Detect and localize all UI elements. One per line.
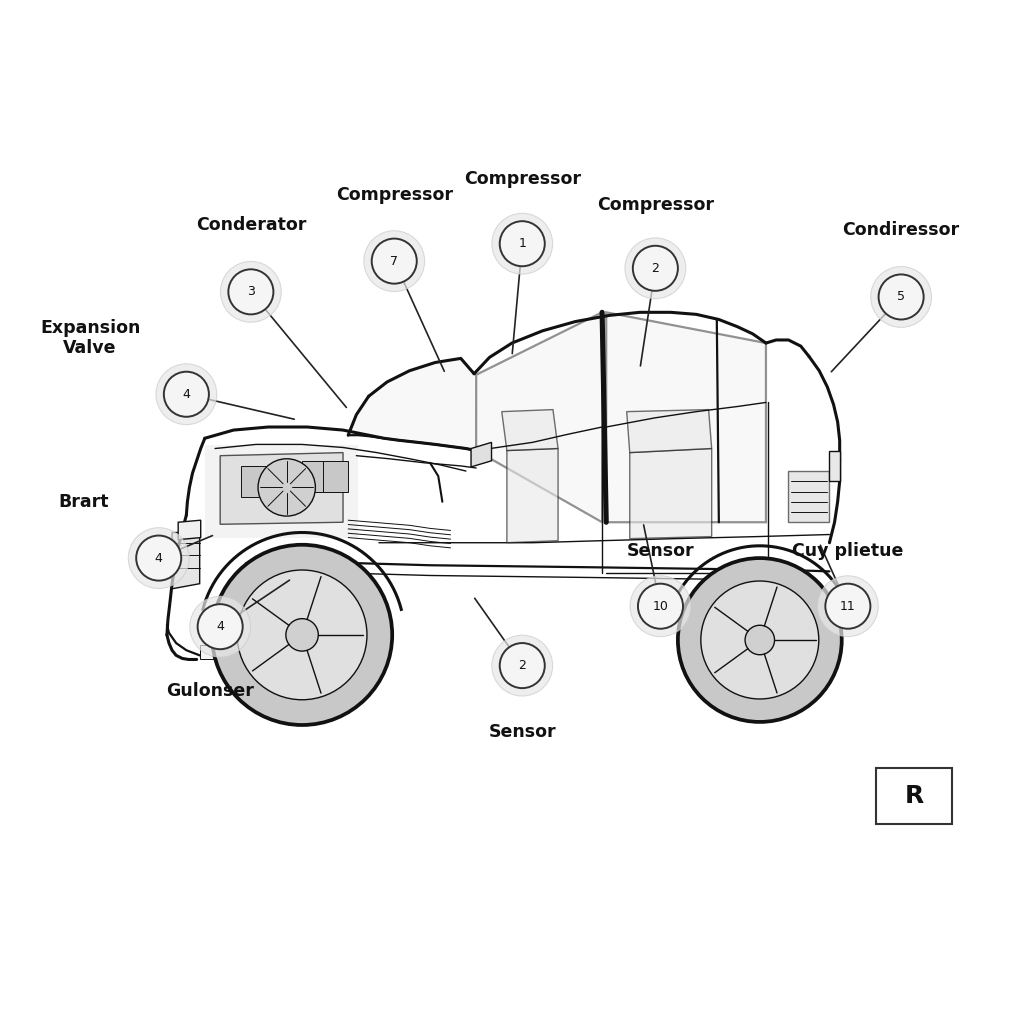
Circle shape: [817, 575, 879, 637]
Bar: [876, 768, 952, 824]
Circle shape: [136, 536, 181, 581]
Text: 5: 5: [897, 291, 905, 303]
Text: Sensor: Sensor: [488, 723, 556, 741]
Text: R: R: [904, 784, 924, 808]
Circle shape: [633, 246, 678, 291]
Polygon shape: [476, 312, 602, 522]
Polygon shape: [829, 451, 840, 481]
Circle shape: [203, 610, 223, 631]
Text: 3: 3: [247, 286, 255, 298]
Text: 2: 2: [518, 659, 526, 672]
Text: 4: 4: [155, 552, 163, 564]
Text: 1: 1: [518, 238, 526, 250]
Polygon shape: [471, 442, 492, 467]
Circle shape: [870, 266, 932, 328]
Circle shape: [220, 261, 282, 323]
Circle shape: [625, 238, 686, 299]
Circle shape: [500, 221, 545, 266]
Circle shape: [364, 230, 425, 292]
Polygon shape: [627, 410, 712, 453]
Circle shape: [212, 545, 392, 725]
Circle shape: [372, 239, 417, 284]
Text: Compressor: Compressor: [464, 170, 581, 188]
Text: Cuy plietue: Cuy plietue: [793, 542, 903, 560]
Circle shape: [500, 643, 545, 688]
Text: 4: 4: [182, 388, 190, 400]
Circle shape: [286, 618, 318, 651]
Polygon shape: [241, 466, 266, 497]
Text: Expansion
Valve: Expansion Valve: [40, 318, 140, 357]
Text: Brart: Brart: [58, 493, 110, 511]
Text: 2: 2: [651, 262, 659, 274]
Text: 10: 10: [652, 600, 669, 612]
Text: Conderator: Conderator: [196, 216, 306, 234]
Polygon shape: [606, 312, 766, 522]
Text: 7: 7: [390, 255, 398, 267]
Circle shape: [492, 213, 553, 274]
Polygon shape: [220, 453, 343, 524]
Polygon shape: [348, 358, 476, 451]
Text: Compressor: Compressor: [597, 196, 714, 214]
Text: 4: 4: [216, 621, 224, 633]
Circle shape: [228, 269, 273, 314]
Text: Condiressor: Condiressor: [843, 221, 959, 240]
Polygon shape: [172, 532, 200, 589]
Circle shape: [825, 584, 870, 629]
Polygon shape: [507, 449, 558, 543]
Text: Compressor: Compressor: [336, 185, 453, 204]
Circle shape: [238, 570, 367, 699]
Circle shape: [700, 581, 819, 699]
Polygon shape: [323, 461, 348, 492]
Circle shape: [638, 584, 683, 629]
Circle shape: [745, 626, 774, 654]
Circle shape: [164, 372, 209, 417]
Circle shape: [630, 575, 691, 637]
Polygon shape: [271, 463, 297, 494]
Circle shape: [156, 364, 217, 425]
Circle shape: [492, 635, 553, 696]
Polygon shape: [630, 449, 712, 539]
Text: 11: 11: [840, 600, 856, 612]
Text: Sensor: Sensor: [627, 542, 694, 560]
Circle shape: [678, 558, 842, 722]
Circle shape: [128, 527, 189, 589]
Circle shape: [258, 459, 315, 516]
Polygon shape: [302, 461, 328, 492]
Circle shape: [879, 274, 924, 319]
Polygon shape: [200, 645, 254, 659]
Polygon shape: [788, 471, 829, 522]
Circle shape: [198, 604, 243, 649]
Polygon shape: [502, 410, 558, 451]
Circle shape: [189, 596, 251, 657]
Text: Gulonser: Gulonser: [166, 682, 254, 700]
Polygon shape: [178, 520, 201, 540]
Polygon shape: [205, 445, 358, 538]
